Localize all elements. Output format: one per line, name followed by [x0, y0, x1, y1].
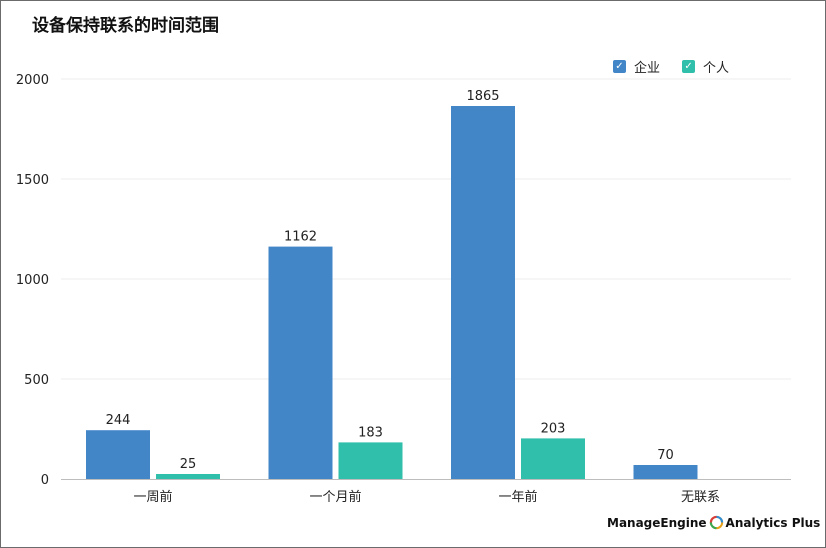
data-label: 1865 [466, 89, 499, 104]
y-tick-label: 1500 [16, 173, 49, 188]
bar[interactable] [338, 442, 403, 479]
checkbox-checked-icon: ✓ [613, 60, 626, 73]
watermark-product: Analytics Plus [725, 515, 821, 530]
y-tick-label: 2000 [16, 73, 49, 88]
bar[interactable] [86, 430, 150, 479]
manageengine-logo-icon [709, 515, 723, 530]
y-tick-label: 500 [24, 373, 49, 388]
x-tick-label: 一周前 [133, 489, 172, 505]
legend-label: 个人 [703, 61, 730, 76]
legend-item-enterprise[interactable]: ✓ 企业 [613, 57, 660, 76]
watermark: ManageEngine Analytics Plus [607, 515, 820, 530]
data-label: 203 [541, 421, 566, 436]
bar[interactable] [451, 106, 515, 479]
data-label: 1162 [284, 230, 317, 245]
y-tick-label: 0 [41, 473, 49, 488]
bar[interactable] [156, 474, 220, 479]
chart-title: 设备保持联系的时间范围 [32, 16, 219, 36]
data-label: 70 [657, 448, 674, 463]
legend-label: 企业 [634, 61, 661, 76]
x-tick-label: 无联系 [681, 490, 720, 505]
y-tick-label: 1000 [16, 273, 49, 288]
data-label: 244 [106, 413, 131, 428]
bar[interactable] [268, 246, 333, 479]
x-tick-label: 一个月前 [309, 489, 361, 505]
chart-legend: ✓ 企业 ✓ 个人 [613, 57, 729, 76]
x-tick-label: 一年前 [498, 489, 537, 505]
checkbox-checked-icon: ✓ [682, 60, 696, 73]
data-label: 183 [358, 425, 383, 440]
bar[interactable] [633, 465, 698, 479]
watermark-brand: ManageEngine [607, 515, 707, 530]
data-label: 25 [180, 457, 197, 472]
bar[interactable] [521, 438, 585, 479]
legend-item-personal[interactable]: ✓ 个人 [682, 57, 729, 76]
